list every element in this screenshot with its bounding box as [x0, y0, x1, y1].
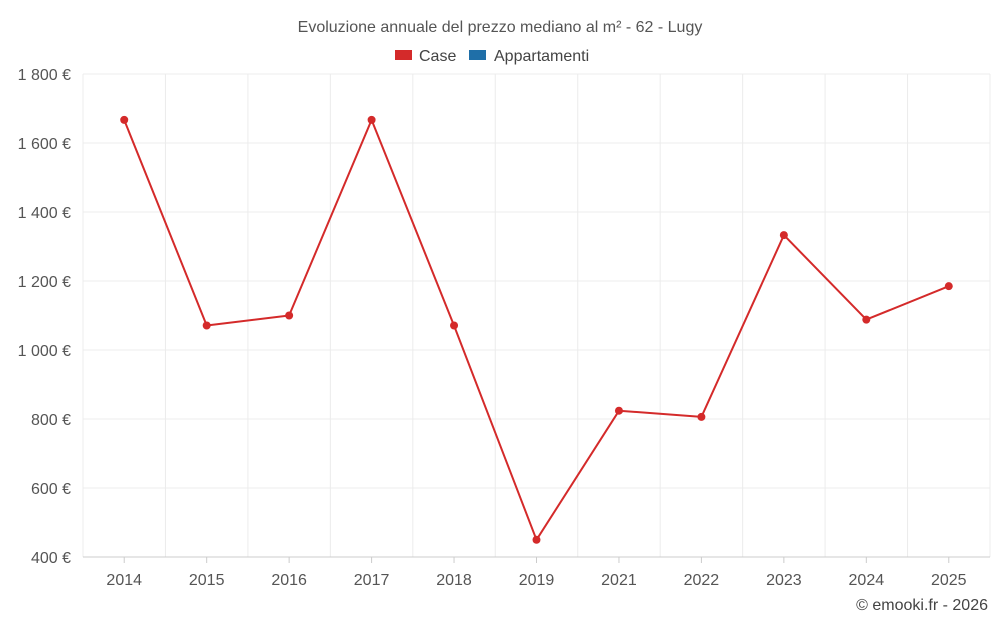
legend-label-case: Case: [419, 48, 456, 65]
data-point-case[interactable]: [697, 412, 706, 421]
x-tick-label: 2023: [766, 572, 802, 589]
x-tick-label: 2025: [931, 572, 967, 589]
chart-legend: Case Appartamenti: [395, 48, 589, 65]
y-tick-label: 400 €: [31, 550, 71, 567]
data-point-case[interactable]: [532, 535, 541, 544]
x-tick-label: 2018: [436, 572, 472, 589]
x-tick-label: 2019: [519, 572, 555, 589]
y-tick-label: 1 200 €: [18, 274, 71, 291]
x-tick-label: 2022: [684, 572, 720, 589]
legend-item-appartamenti[interactable]: Appartamenti: [469, 48, 589, 65]
chart-title: Evoluzione annuale del prezzo mediano al…: [298, 19, 703, 36]
y-tick-label: 1 400 €: [18, 205, 71, 222]
data-point-case[interactable]: [367, 115, 376, 124]
data-point-case[interactable]: [944, 282, 953, 291]
x-tick-label: 2017: [354, 572, 390, 589]
x-tick-label: 2016: [271, 572, 307, 589]
legend-item-case[interactable]: Case: [395, 48, 456, 65]
x-tick-label: 2015: [189, 572, 225, 589]
data-point-case[interactable]: [202, 321, 211, 330]
legend-label-appartamenti: Appartamenti: [494, 48, 589, 65]
data-point-case[interactable]: [779, 231, 788, 240]
y-tick-label: 800 €: [31, 412, 71, 429]
data-point-case[interactable]: [285, 311, 294, 320]
legend-swatch-appartamenti: [469, 50, 486, 60]
data-point-case[interactable]: [120, 115, 129, 124]
legend-swatch-case: [395, 50, 412, 60]
y-tick-label: 600 €: [31, 481, 71, 498]
data-point-case[interactable]: [450, 321, 459, 330]
x-tick-label: 2014: [106, 572, 142, 589]
y-tick-label: 1 000 €: [18, 343, 71, 360]
x-tick-label: 2021: [601, 572, 637, 589]
plot-area: 400 € 600 € 800 € 1 000 € 1 200 € 1 400 € 1 60…: [18, 67, 991, 589]
x-tick-label: 2024: [849, 572, 885, 589]
data-point-case[interactable]: [614, 406, 623, 415]
data-point-case[interactable]: [862, 315, 871, 324]
y-tick-label: 1 800 €: [18, 67, 71, 84]
credit-text: © emooki.fr - 2026: [856, 597, 988, 614]
y-tick-label: 1 600 €: [18, 136, 71, 153]
